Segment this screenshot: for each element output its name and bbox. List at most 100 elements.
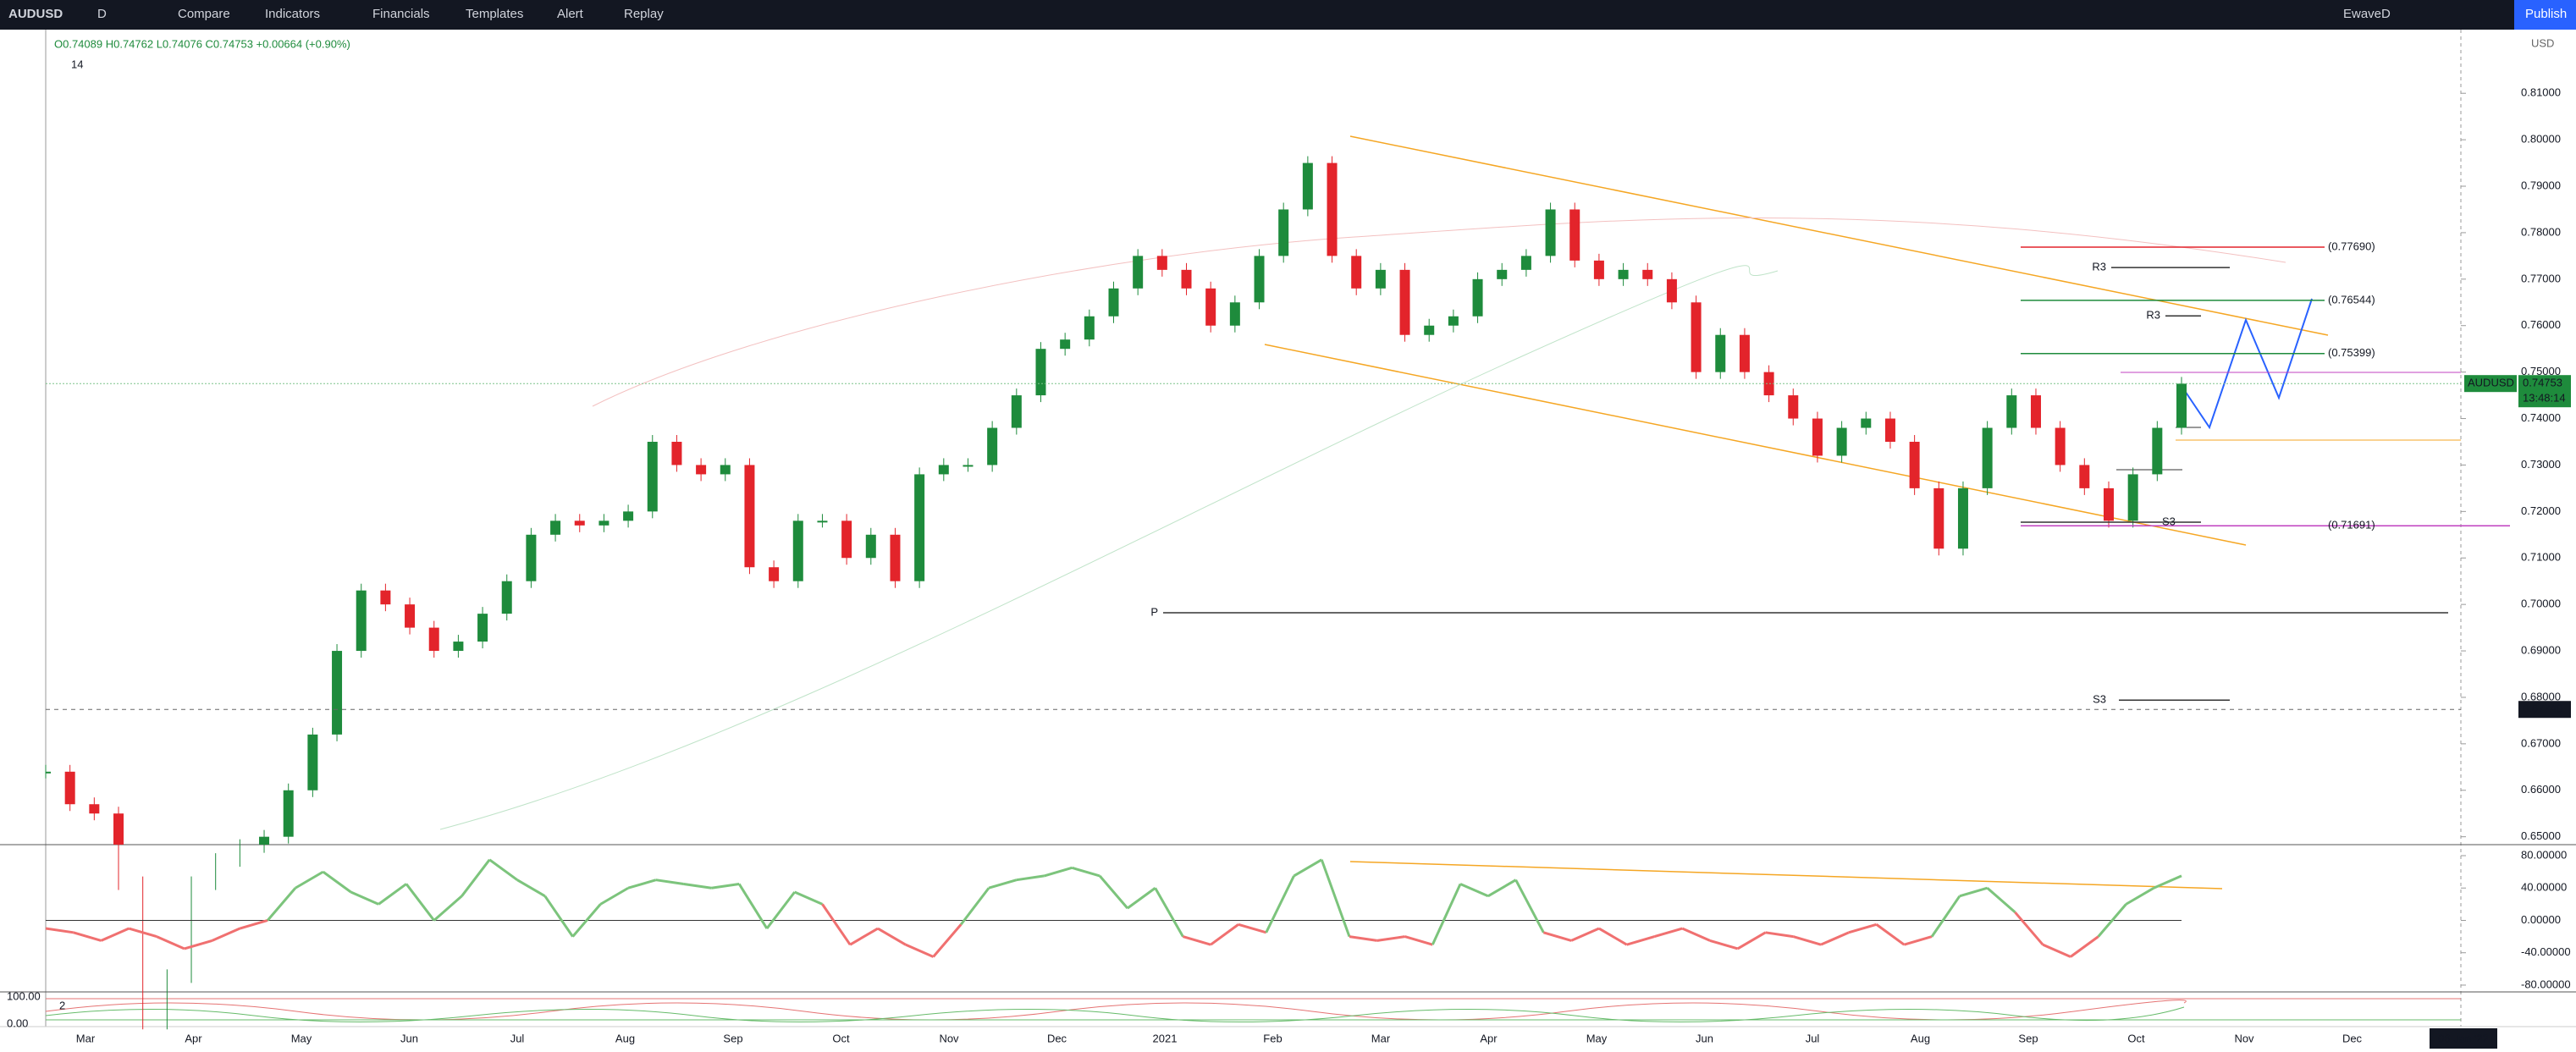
osc-segment <box>1626 935 1655 946</box>
ohlc-legend: O0.74089 H0.74762 L0.74076 C0.74753 +0.0… <box>54 37 350 50</box>
osc-segment <box>1820 931 1850 946</box>
osc-segment <box>1182 935 1211 946</box>
osc-segment <box>711 882 740 890</box>
osc-tick-label: 80.00000 <box>2521 848 2567 861</box>
osc-segment <box>1848 923 1877 934</box>
osc-segment <box>655 879 684 885</box>
toolbar <box>0 0 2576 30</box>
osc-segment <box>1044 866 1073 878</box>
time-label: Aug <box>615 1032 635 1044</box>
osc-segment <box>184 939 213 950</box>
price-tick-label: 0.70000 <box>2521 598 2561 610</box>
osc-segment <box>1320 859 1351 938</box>
osc-segment <box>295 870 324 890</box>
price-tick-label: 0.74000 <box>2521 411 2561 424</box>
level-label: (0.77690) <box>2328 240 2375 252</box>
time-label: Jul <box>1806 1032 1820 1044</box>
osc-segment <box>960 887 990 926</box>
band <box>592 218 2286 407</box>
moving-average <box>439 265 1779 830</box>
divergence-line <box>1349 861 2223 890</box>
price-tick-label: 0.73000 <box>2521 458 2561 471</box>
price-tick-label: 0.66000 <box>2521 783 2561 796</box>
channel-lower <box>1264 344 2247 546</box>
crosshair-tag <box>2518 701 2571 719</box>
time-label: Apr <box>185 1032 202 1044</box>
osc-segment <box>1404 935 1433 946</box>
price-tick-label: 0.77000 <box>2521 272 2561 284</box>
price-tick-label: 0.79000 <box>2521 179 2561 191</box>
osc-segment <box>849 927 879 946</box>
currency[interactable]: USD <box>2531 36 2554 49</box>
price-tick-label: 0.80000 <box>2521 133 2561 146</box>
time-label: Apr <box>1480 1032 1498 1044</box>
toolbar-button[interactable]: Financials <box>372 7 430 21</box>
toolbar-button[interactable]: Alert <box>557 7 584 21</box>
osc-segment <box>266 887 297 922</box>
osc-segment <box>1376 935 1405 942</box>
osc-segment <box>932 923 963 958</box>
osc-segment <box>322 870 352 894</box>
osc-segment <box>1875 923 1906 946</box>
time-label: Dec <box>1047 1032 1067 1044</box>
osc-segment <box>45 927 74 934</box>
channel-upper <box>1349 135 2329 336</box>
symbol[interactable]: AUDUSD <box>8 7 63 21</box>
osc-segment <box>350 890 379 906</box>
time-label: May <box>1586 1032 1608 1044</box>
osc-segment <box>1736 931 1767 950</box>
price-tag-label: 0.74753 <box>2523 377 2562 389</box>
toolbar-button[interactable]: Compare <box>178 7 230 21</box>
osc-segment <box>1126 887 1156 910</box>
level-label: (0.76544) <box>2328 293 2375 306</box>
osc-segment <box>1598 927 1628 946</box>
osc-segment <box>794 890 824 906</box>
osc-segment <box>488 858 518 881</box>
osc-segment <box>1765 931 1794 939</box>
osc-segment <box>1986 887 2016 914</box>
osc-segment <box>1709 939 1739 950</box>
osc-segment <box>2153 874 2182 890</box>
osc-segment <box>378 883 407 906</box>
osc-segment <box>1265 875 1295 934</box>
osc-segment <box>1098 874 1129 910</box>
osc-segment <box>821 903 852 946</box>
price-tick-label: 0.65000 <box>2521 829 2561 842</box>
countdown: 13:48:14 <box>2523 392 2566 405</box>
osc-segment <box>905 943 935 958</box>
osc-segment <box>1959 886 1989 898</box>
time-label: Jun <box>400 1032 418 1044</box>
time-label: Nov <box>939 1032 959 1044</box>
osc-tick-label: 0.00000 <box>2521 913 2561 926</box>
symbol-tag-label: AUDUSD <box>2468 377 2514 389</box>
level-label: S3 <box>2093 693 2106 706</box>
toolbar-button[interactable]: Replay <box>624 7 664 21</box>
lower-indicator <box>45 998 2461 1022</box>
price-tick-label: 0.78000 <box>2521 225 2561 238</box>
osc-segment <box>1542 931 1572 942</box>
osc-segment <box>737 883 769 929</box>
publish-button[interactable] <box>2514 0 2576 30</box>
time-label: May <box>291 1032 312 1044</box>
interval[interactable]: D <box>97 7 107 21</box>
publish-label[interactable]: Publish <box>2525 7 2567 21</box>
osc-segment <box>2097 903 2127 938</box>
price-tick-label: 0.71000 <box>2521 551 2561 564</box>
toolbar-button[interactable]: Indicators <box>265 7 320 21</box>
toolbar-button[interactable]: Templates <box>466 7 523 21</box>
price-tick-label: 0.75000 <box>2521 365 2561 377</box>
osc-segment <box>1681 927 1711 942</box>
level-label: (0.75399) <box>2328 346 2375 359</box>
osc-segment <box>1903 935 1933 946</box>
layout-name[interactable]: EwaveD <box>2343 7 2391 21</box>
symbol-tag <box>2464 375 2517 393</box>
osc-segment <box>1514 879 1545 934</box>
osc-segment <box>1654 927 1683 939</box>
osc-segment <box>1349 935 1377 942</box>
level-label: R3 <box>2146 309 2160 322</box>
price-tick-label: 0.67000 <box>2521 736 2561 749</box>
osc-segment <box>1154 887 1184 938</box>
lower-indicator-legend: 2 <box>59 999 65 1011</box>
time-crosshair-label: 06 Jan '22 <box>2438 1032 2489 1044</box>
